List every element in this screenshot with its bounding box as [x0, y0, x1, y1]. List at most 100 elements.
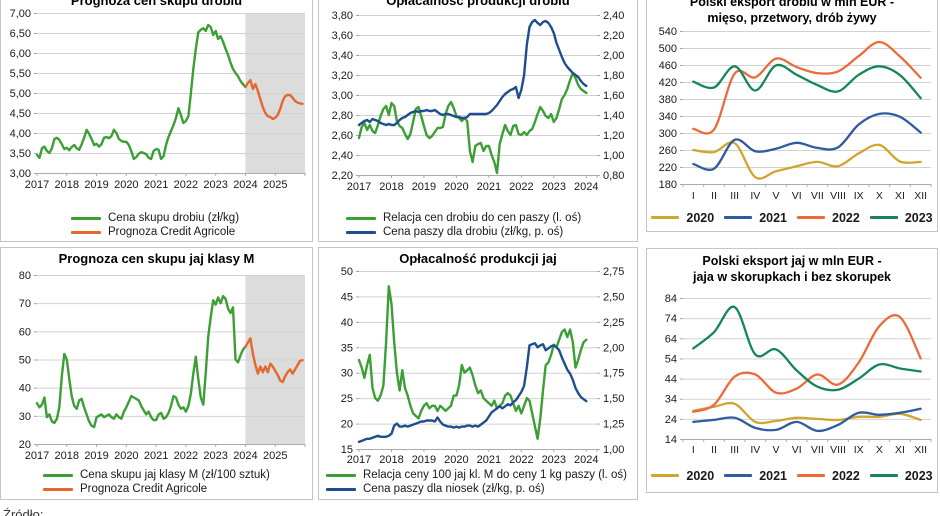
axis-tick-label: 24	[665, 414, 677, 426]
axis-tick-label: 20	[341, 419, 353, 431]
legend-label: 2021	[759, 468, 787, 483]
axis-tick-label: 34	[665, 394, 677, 406]
series-line-2021	[692, 407, 922, 433]
axis-tick-label: 70	[19, 298, 31, 310]
legend-line-swatch	[797, 216, 825, 219]
axis-tick-label: 3,00	[10, 168, 31, 180]
legend-item: 2022	[797, 468, 860, 483]
axis-tick-label: VI	[792, 444, 802, 455]
axis-tick-label: 1,00	[603, 444, 624, 456]
legend-item: 2020	[651, 210, 714, 225]
axis-tick-label: 1,25	[603, 419, 624, 431]
axis-tick-label: 54	[665, 353, 677, 365]
chart-title: Opłacalność produkcji jaj	[399, 251, 557, 266]
axis-tick-label: 2018	[379, 454, 403, 466]
axis-tick-label: 2,75	[603, 267, 624, 278]
axis-tick-label: 1,50	[603, 393, 624, 405]
axis-tick-label: 3,20	[332, 70, 353, 82]
axis-tick-label: 2,40	[332, 150, 353, 162]
series-line-2023	[692, 305, 922, 392]
chart-panel-prognoza-cen-skupu-drobiu: Prognoza cen skupu drobiu 7,00 6,50 6,00 5,…	[0, 0, 313, 242]
axis-tick-label: 460	[659, 60, 677, 72]
chart-panel-eksport-drobiu: Polski eksport drobiu w mln EUR - mięso,…	[646, 0, 938, 232]
axis-tick-label: 2022	[174, 450, 198, 462]
legend-label: 2022	[832, 210, 860, 225]
legend-label: 2021	[759, 210, 787, 225]
axis-tick-label: 340	[659, 111, 677, 123]
axis-tick-label: 2017	[347, 454, 371, 466]
legend-label: Relacja cen drobiu do cen paszy (l. oś)	[383, 212, 582, 224]
axis-tick-label: 2019	[412, 454, 436, 466]
chart-title-line2: jaja w skorupkach i bez skorupek	[693, 270, 891, 284]
chart-title: Polski eksport jaj w mln EUR - jaja w sk…	[647, 253, 937, 285]
legend-line-swatch	[43, 487, 73, 491]
axis-tick-label: II	[711, 444, 717, 455]
series-line-relacja-ceny-100-jaj-kl-m-do-ceny-1-kg-paszy-l-o-	[357, 285, 588, 440]
legend-item: Relacja cen drobiu do cen paszy (l. oś)	[346, 211, 637, 225]
legend-label: Relacja ceny 100 jaj kl. M do ceny 1 kg …	[363, 469, 627, 481]
legend-item: 2021	[724, 468, 787, 483]
axis-tick-label: 2024	[574, 181, 598, 193]
axis-tick-label: 45	[341, 291, 353, 303]
axis-tick-label: 420	[659, 77, 677, 89]
axis-tick-label: VIII	[830, 190, 846, 202]
axis-tick-label: 180	[659, 179, 677, 191]
axis-tick-label: 1,20	[603, 130, 624, 142]
legend-label: Cena skupu drobiu (zł/kg)	[108, 212, 240, 224]
axis-tick-label: 2019	[84, 179, 108, 191]
axis-tick-label: 5,00	[10, 88, 31, 100]
axis-tick-label: 40	[341, 317, 353, 329]
axis-tick-label: XI	[895, 190, 905, 202]
series-line-prognoza-credit-agricole	[244, 337, 304, 384]
chart-title: Prognoza cen skupu drobiu	[70, 0, 243, 8]
axis-tick-label: V	[772, 444, 779, 455]
legend-line-swatch	[326, 487, 356, 491]
axis-tick-label: XI	[895, 444, 905, 455]
chart-canvas-ceny-drobiu: 7,00 6,50 6,00 5,50 5,00 4,50 4,00 3,50 3,002017…	[10, 9, 306, 191]
axis-tick-label: 44	[665, 374, 677, 386]
axis-tick-label: 3,80	[332, 10, 353, 22]
axis-tick-label: 3,60	[332, 30, 353, 42]
legend-label: Cena skupu jaj klasy M (zł/100 sztuk)	[80, 469, 270, 481]
axis-tick-label: VII	[811, 190, 824, 202]
legend-line-swatch	[797, 474, 825, 477]
axis-tick-label: 2021	[477, 454, 501, 466]
axis-tick-label: VII	[811, 444, 824, 455]
axis-tick-label: 2,60	[332, 130, 353, 142]
legend-label: 2023	[904, 210, 933, 225]
axis-tick-label: X	[876, 444, 883, 455]
axis-tick-label: 380	[659, 94, 677, 106]
axis-tick-label: IV	[750, 444, 760, 455]
axis-tick-label: 2,80	[332, 110, 353, 122]
axis-tick-label: 7,00	[10, 9, 31, 20]
axis-tick-label: 2018	[379, 181, 403, 193]
axis-tick-label: 2017	[25, 179, 49, 191]
series-line-cena-skupu-jaj-klasy-m-z-100-sztuk-	[35, 294, 247, 429]
series-line-2020	[692, 401, 922, 425]
axis-tick-label: V	[772, 190, 779, 202]
source-caption: Źródło:	[3, 507, 44, 516]
chart-title: Polski eksport drobiu w mln EUR - mięso,…	[647, 0, 937, 26]
legend-label: 2020	[686, 210, 715, 225]
legend-label: Prognoza Credit Agricole	[80, 483, 208, 495]
axis-tick-label: 2021	[144, 179, 168, 191]
axis-tick-label: 2022	[174, 179, 198, 191]
legend-line-swatch	[346, 230, 376, 234]
axis-tick-label: II	[711, 190, 717, 202]
axis-tick-label: 2020	[444, 454, 468, 466]
axis-tick-label: 80	[19, 270, 31, 282]
chart-title-line2: mięso, przetwory, drób żywy	[707, 11, 877, 25]
axis-tick-label: 30	[341, 368, 353, 380]
axis-tick-label: 4,50	[10, 108, 31, 120]
axis-tick-label: 2018	[55, 179, 79, 191]
chart-canvas-oplacalnosc-drobiu: 3,80 2,40 3,60 2,20 3,40 2,00 3,20 1,80 3,00 1,60…	[332, 10, 625, 193]
axis-tick-label: 50	[341, 267, 353, 278]
legend-item: 2023	[869, 210, 933, 225]
axis-tick-label: 2025	[263, 179, 287, 191]
axis-tick-label: 2022	[509, 454, 533, 466]
axis-tick-label: X	[876, 190, 883, 202]
axis-tick-label: 2021	[144, 450, 168, 462]
legend-line-swatch	[869, 474, 898, 477]
